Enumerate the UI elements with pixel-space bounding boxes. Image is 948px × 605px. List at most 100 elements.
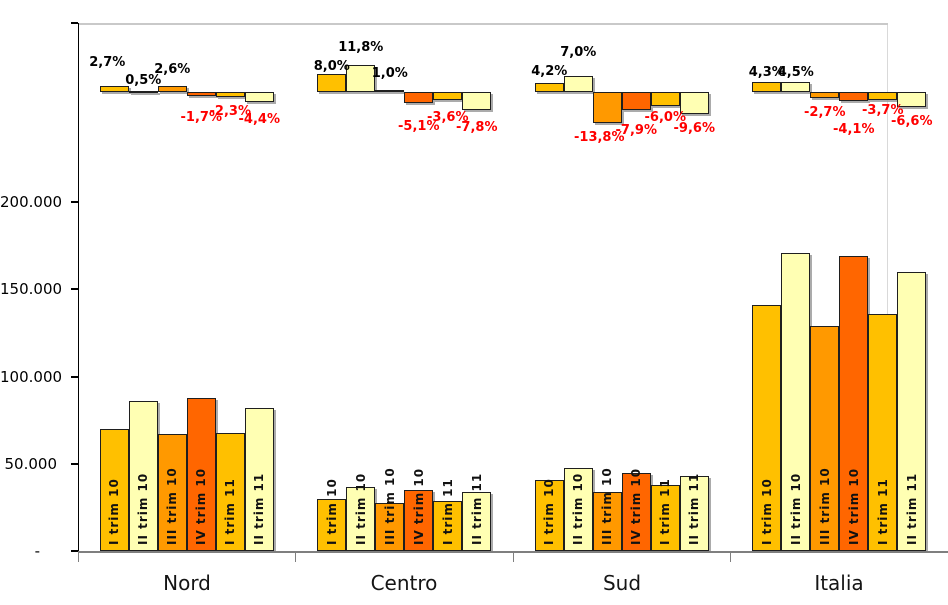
category-label-italia: Italia [814,571,864,595]
bar-series-label: III trim 10 [600,466,615,545]
main-bar-centro-iv-trim-10 [404,490,434,552]
bar-series-label: I trim 10 [542,477,557,545]
pct-label-centro-ii-trim-10: 11,8% [338,40,384,56]
pct-label-italia-i-trim-10: 4,3% [748,65,785,81]
y-axis-line [78,23,79,553]
pct-bar-nord-i-trim-11 [215,92,245,98]
pct-bar-centro-iv-trim-10 [404,92,434,104]
main-bar-centro-ii-trim-10 [346,486,376,552]
category-label-centro: Centro [370,571,438,595]
bar-series-label: I trim 11 [223,477,238,545]
pct-label-sud-ii-trim-11: -9,6% [673,120,715,136]
main-bar-nord-ii-trim-11 [244,408,274,552]
pct-label-nord-i-trim-11: -2,3% [209,104,251,120]
main-bar-italia-iii-trim-10 [810,326,840,552]
main-bar-nord-ii-trim-10 [128,401,158,552]
bar-series-label: I trim 10 [759,477,774,545]
pct-bar-sud-ii-trim-10 [563,76,593,92]
bar-series-label: I trim 11 [658,477,673,545]
pct-bar-nord-i-trim-10 [99,85,129,92]
x-axis-line [78,551,948,553]
bar-series-label: IV trim 10 [411,467,426,545]
y-axis-tick [71,22,78,24]
pct-label-italia-ii-trim-11: -6,6% [891,113,933,129]
y-axis-tick [71,376,78,378]
bar-series-label: II trim 11 [687,472,702,545]
x-axis-tick [513,551,514,562]
pct-label-centro-i-trim-10: 8,0% [313,59,350,74]
pct-bar-italia-i-trim-11 [868,92,898,101]
pct-label-centro-iv-trim-10: -5,1% [398,119,440,135]
bar-series-label: IV trim 10 [194,467,209,545]
y-tick-label: 50.000 [4,455,58,473]
main-bar-sud-ii-trim-11 [679,476,709,552]
pct-bar-nord-iii-trim-10 [157,86,187,92]
main-bar-sud-ii-trim-10 [563,467,593,552]
main-bar-italia-iv-trim-10 [839,256,869,552]
category-label-sud: Sud [602,571,642,595]
main-bar-sud-iv-trim-10 [621,472,651,552]
bar-series-label: III trim 10 [165,466,180,545]
pct-label-italia-ii-trim-10: 4,5% [777,64,814,80]
pct-bar-italia-iii-trim-10 [810,92,840,99]
bar-series-label: I trim 10 [107,477,122,545]
main-bar-sud-i-trim-10 [534,479,564,552]
main-bar-centro-i-trim-10 [317,499,347,552]
pct-label-italia-i-trim-11: -3,7% [862,103,904,119]
y-tick-label: 100.000 [0,368,63,386]
pct-label-sud-iii-trim-10: -13,8% [574,130,625,146]
pct-bar-italia-ii-trim-10 [781,81,811,92]
pct-bar-centro-ii-trim-10 [346,65,376,92]
bar-series-label: I trim 10 [324,477,339,545]
y-axis-tick [71,463,78,465]
pct-label-nord-iii-trim-10: 2,6% [154,62,191,78]
pct-bar-italia-iv-trim-10 [839,92,869,102]
main-bar-sud-iii-trim-10 [592,492,622,552]
bar-series-label: I trim 11 [875,477,890,545]
bar-series-label: III trim 10 [382,466,397,545]
main-bar-nord-i-trim-11 [215,432,245,552]
pct-bar-sud-i-trim-10 [534,82,564,92]
y-axis-tick [71,550,78,552]
main-bar-italia-i-trim-10 [752,305,782,552]
bar-series-label: II trim 10 [788,472,803,545]
main-bar-nord-iii-trim-10 [157,434,187,552]
pct-label-centro-ii-trim-11: -7,8% [456,119,498,135]
pct-label-sud-i-trim-11: -6,0% [644,109,686,125]
main-bar-nord-i-trim-10 [99,429,129,552]
main-bar-sud-i-trim-11 [650,485,680,552]
main-bar-italia-i-trim-11 [868,313,898,552]
pct-label-sud-ii-trim-10: 7,0% [560,45,597,61]
bar-series-label: I trim 11 [440,477,455,545]
pct-bar-sud-ii-trim-11 [679,92,709,114]
plot-top-border [78,23,888,25]
y-tick-label: 150.000 [0,280,63,298]
bar-series-label: II trim 11 [252,472,267,545]
pct-bar-nord-ii-trim-10 [128,90,158,93]
bar-series-label: II trim 10 [571,472,586,545]
bar-series-label: IV trim 10 [846,467,861,545]
pct-label-centro-i-trim-11: -3,6% [427,110,469,126]
main-bar-centro-ii-trim-11 [462,492,492,552]
pct-bar-nord-iv-trim-10 [186,92,216,96]
pct-bar-sud-iv-trim-10 [621,92,651,110]
x-axis-tick [730,551,731,562]
bar-series-label: IV trim 10 [629,467,644,545]
x-axis-tick [295,551,296,562]
main-bar-nord-iv-trim-10 [186,397,216,552]
pct-label-italia-iv-trim-10: -4,1% [833,122,875,138]
pct-bar-italia-ii-trim-11 [897,92,927,107]
pct-bar-sud-i-trim-11 [650,92,680,106]
x-axis-tick [78,551,79,562]
main-bar-centro-i-trim-11 [433,500,463,552]
pct-bar-sud-iii-trim-10 [592,92,622,124]
pct-label-nord-iv-trim-10: -1,7% [180,109,222,125]
pct-label-italia-iii-trim-10: -2,7% [804,105,846,121]
pct-label-centro-iii-trim-10: 1,0% [371,65,408,81]
bar-series-label: II trim 11 [904,472,919,545]
pct-label-sud-i-trim-10: 4,2% [531,63,568,79]
y-axis-tick [71,288,78,290]
pct-bar-centro-ii-trim-11 [462,92,492,110]
pct-label-nord-i-trim-10: 2,7% [89,54,126,70]
